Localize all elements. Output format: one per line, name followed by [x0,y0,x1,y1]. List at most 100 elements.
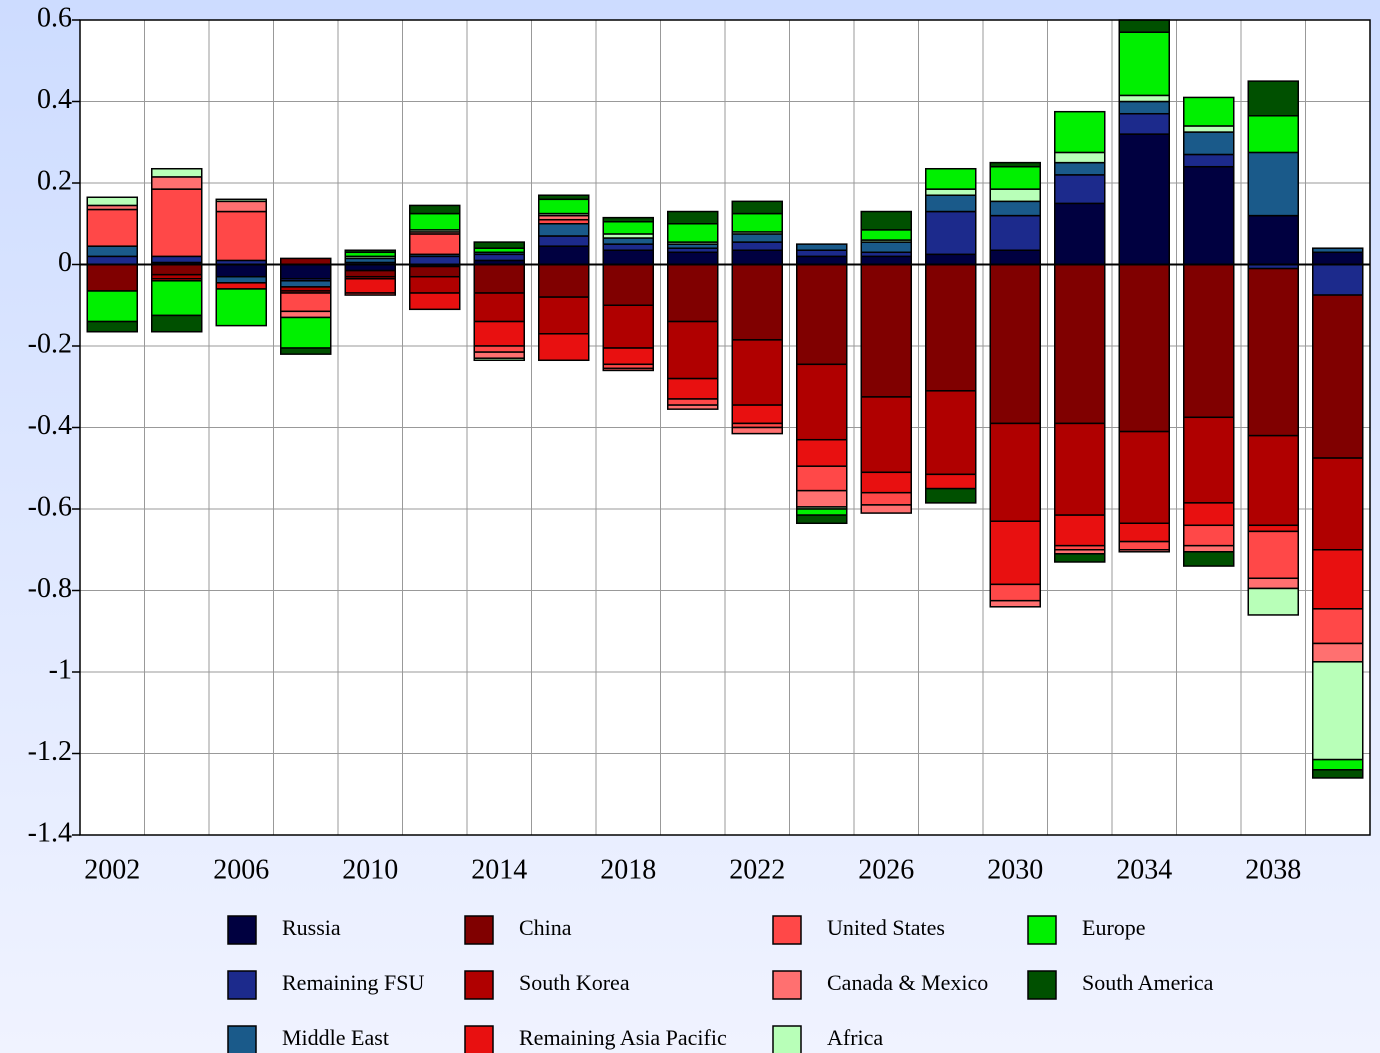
bar-segment [86,196,138,207]
bar-segment [473,241,525,249]
bar-segment [1247,115,1299,154]
bar-segment [409,212,461,231]
bar-segment [925,487,977,504]
y-tick-label: 0.6 [37,2,72,33]
bar-segment [473,320,525,347]
bar-segment [280,316,332,349]
bar-segment [1118,94,1170,103]
bar-segment [1183,131,1235,156]
bar-segment [989,583,1041,602]
bar-segment [667,404,719,410]
bar-segment [1183,544,1235,553]
bar-segment [473,253,525,262]
bar-segment [989,214,1041,251]
y-tick-label: 0.2 [37,165,72,196]
bar-segment [1247,151,1299,217]
bar-segment [151,255,203,264]
legend-swatch [227,970,257,1000]
plot-frame [79,19,1371,836]
x-tick-label: 2010 [342,854,398,885]
bar-segment [731,241,783,251]
bar-segment [473,357,525,362]
legend-swatch [772,915,802,945]
bar-segment [667,320,719,380]
bar-segment [925,194,977,213]
bar-segment [1312,457,1364,551]
bar-segment [989,188,1041,203]
bar-segment [925,210,977,256]
bar-segment [215,282,267,290]
bar-segment [473,263,525,294]
bar-segment [796,514,848,525]
bar-segment [796,249,848,258]
bar-segment [1312,608,1364,645]
legend-swatch [1027,970,1057,1000]
bar-segment [796,255,848,266]
bar-segment [731,263,783,341]
bar-segment [1312,661,1364,761]
bar-segment [1118,112,1170,135]
bar-segment [1054,263,1106,425]
x-tick-label: 2034 [1116,854,1172,885]
x-tick-label: 2022 [729,854,785,885]
bar-segment [602,220,654,235]
legend-label: Remaining FSU [282,970,425,995]
bar-segment [1312,263,1364,296]
bar-segment [860,229,912,241]
bar-segment [1183,153,1235,168]
legend-swatch [227,915,257,945]
bar-segment [925,253,977,266]
bar-segment [1247,80,1299,117]
bar-segment [86,320,138,333]
bar-segment [796,438,848,467]
bar-segment [1312,769,1364,779]
bar-segment [538,235,590,247]
bar-segment [1118,133,1170,266]
bar-segment [1312,251,1364,266]
bar-segment [409,233,461,256]
bar-segment [215,198,267,203]
legend-label: Canada & Mexico [827,970,988,995]
bar-segment [925,390,977,476]
legend-label: Europe [1082,915,1146,940]
bar-segment [151,263,203,276]
bar-segment [667,377,719,400]
bar-segment [602,367,654,372]
bar-segment [731,404,783,425]
bar-segment [989,249,1041,266]
legend-swatch [772,970,802,1000]
bar-segment [1054,151,1106,164]
legend-swatch [227,1025,257,1053]
bar-segment [86,208,138,247]
bar-segment [602,263,654,306]
bar-segment [1312,642,1364,663]
bar-segment [925,473,977,490]
bar-segment [989,200,1041,217]
y-tick-label: -0.8 [28,573,72,604]
bar-segment [86,290,138,323]
bar-segment [860,263,912,398]
bar-segment [1118,31,1170,97]
bar-segment [860,504,912,514]
x-tick-label: 2014 [471,854,527,885]
bar-segment [796,508,848,516]
bar-segment [1247,214,1299,266]
bar-segment [731,212,783,233]
bar-segment [409,255,461,266]
x-tick-label: 2002 [84,854,140,885]
bar-segment [1312,247,1364,254]
bar-segment [731,249,783,266]
bar-segment [667,398,719,406]
bar-segment [409,204,461,215]
bar-segment [989,520,1041,586]
bar-segment [1312,758,1364,771]
bar-segment [1183,125,1235,133]
bar-segment [538,194,590,201]
bar-segment [1183,165,1235,266]
bar-segment [538,198,590,215]
bar-segment [1247,524,1299,533]
bar-segment [796,243,848,251]
bar-segment [215,275,267,284]
bar-segment [215,288,267,327]
bar-segment [151,167,203,178]
